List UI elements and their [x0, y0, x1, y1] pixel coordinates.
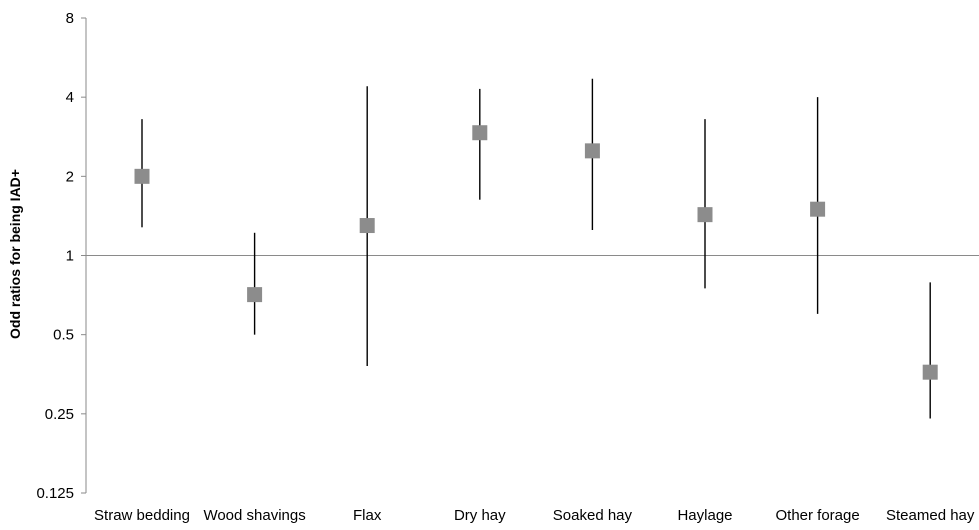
data-point-marker	[247, 287, 263, 303]
x-category-label: Wood shavings	[203, 507, 305, 524]
axes	[81, 17, 979, 494]
x-category-label: Soaked hay	[553, 507, 633, 524]
y-tick-label: 1	[66, 248, 74, 265]
y-tick-label: 8	[66, 10, 74, 27]
x-category-label: Steamed hay	[886, 507, 975, 524]
x-category-label: Flax	[353, 507, 382, 524]
data-point-marker	[922, 364, 938, 380]
data-point-marker	[697, 207, 713, 223]
y-tick-label: 4	[66, 89, 74, 106]
data-point-marker	[359, 218, 375, 234]
data-point-marker	[472, 125, 488, 141]
y-tick-label: 0.25	[45, 406, 74, 423]
y-tick-label: 2	[66, 168, 74, 185]
y-axis-label: Odd ratios for being IAD+	[7, 169, 23, 339]
y-tick-label: 0.125	[36, 485, 74, 502]
x-category-label: Haylage	[677, 507, 732, 524]
x-category-label: Straw bedding	[94, 507, 190, 524]
x-category-label: Dry hay	[454, 507, 506, 524]
data-point-marker	[584, 143, 600, 159]
x-category-label: Other forage	[775, 507, 859, 524]
labels: 8 4 2 1 0.5 0.25 0.125 Straw bedding Wood shavin…	[36, 10, 974, 524]
data-point-marker	[134, 168, 150, 184]
y-tick-label: 0.5	[53, 327, 74, 344]
data-point-marker	[810, 201, 826, 217]
data-marks	[134, 78, 938, 419]
